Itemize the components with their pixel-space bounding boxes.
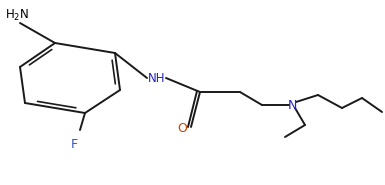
Text: O: O: [177, 122, 187, 134]
Text: F: F: [70, 139, 77, 152]
Text: NH: NH: [148, 71, 166, 85]
Text: H$_2$N: H$_2$N: [5, 7, 29, 23]
Text: N: N: [287, 98, 297, 112]
